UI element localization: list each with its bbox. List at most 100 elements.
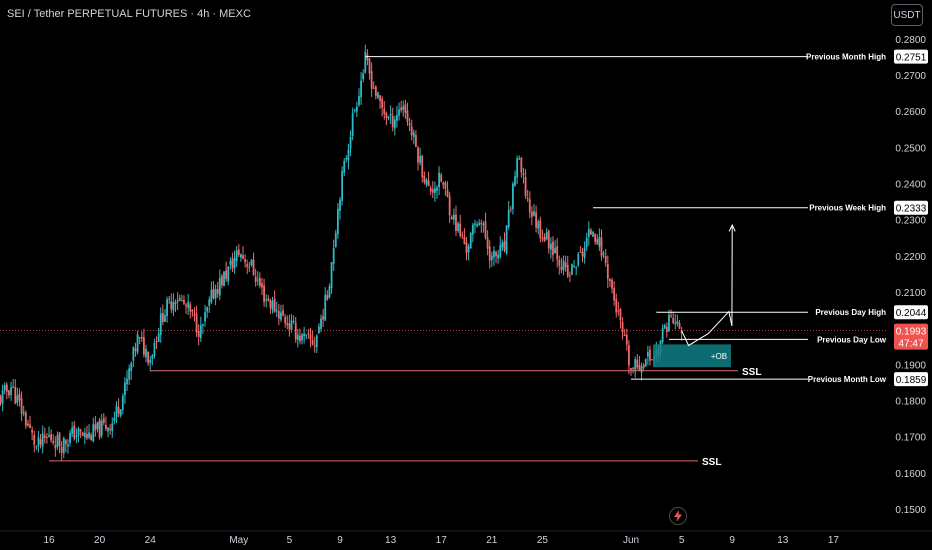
candle-body: [661, 328, 664, 343]
candle-body: [444, 183, 447, 189]
candle-body: [126, 378, 128, 385]
candle-body: [463, 236, 466, 245]
candle-body: [478, 223, 481, 226]
candle-body: [105, 424, 107, 430]
candle-body: [509, 208, 512, 210]
candlestick-series: [0, 44, 683, 462]
candle-body: [393, 119, 396, 129]
candle-body: [208, 299, 211, 306]
candle-body: [166, 299, 168, 316]
lightning-icon[interactable]: [669, 507, 687, 525]
candle-body: [482, 223, 485, 225]
candle-body: [199, 325, 202, 338]
candle-body: [183, 299, 185, 304]
order-block-zone: [653, 344, 731, 368]
time-tick-label: 5: [679, 535, 685, 546]
candle-body: [267, 298, 270, 301]
candle-body: [604, 255, 607, 264]
time-axis[interactable]: 16 20 24 May 5 9 13 17 21 25 Jun 5 9 13 17: [0, 530, 932, 546]
candle-body: [503, 241, 506, 251]
candle-body: [56, 435, 59, 447]
candle-body: [347, 149, 350, 161]
candle-body: [552, 241, 554, 256]
candle-body: [147, 351, 150, 363]
candle-body: [334, 232, 337, 247]
candle-body: [505, 225, 508, 254]
candle-body: [191, 309, 194, 312]
candle-body: [389, 113, 392, 116]
candle-body: [431, 189, 434, 193]
candle-body: [400, 107, 403, 111]
candle-body: [619, 309, 622, 321]
candle-body: [343, 160, 346, 173]
candle-body: [632, 367, 635, 370]
candle-body: [67, 444, 69, 447]
candle-body: [627, 345, 630, 366]
candle-body: [415, 135, 417, 147]
candle-body: [606, 263, 609, 280]
time-tick-label: Jun: [623, 535, 639, 546]
candle-body: [145, 348, 147, 358]
price-tick-label: 0.1500: [895, 505, 926, 516]
candle-body: [634, 359, 637, 371]
candle-body: [231, 258, 234, 269]
candle-body: [284, 316, 287, 324]
price-tick-label: 0.1800: [895, 396, 926, 407]
candle-body: [404, 104, 407, 113]
candle-body: [98, 419, 101, 438]
candle-body: [558, 259, 561, 266]
candle-body: [75, 435, 78, 437]
candle-body: [583, 247, 586, 259]
candle-body: [672, 317, 675, 323]
candle-body: [81, 432, 84, 436]
candle-body: [102, 418, 105, 423]
candle-body: [674, 322, 677, 324]
candle-body: [539, 220, 542, 239]
price-tick-label: 0.2500: [895, 143, 926, 154]
candle-body: [265, 299, 268, 301]
candle-body: [387, 116, 390, 119]
candle-body: [60, 446, 63, 453]
candle-body: [412, 132, 415, 137]
candle-body: [410, 126, 413, 136]
candle-body: [128, 368, 131, 380]
candle-body: [556, 246, 559, 260]
candle-body: [383, 108, 386, 114]
candle-body: [636, 359, 639, 368]
candle-body: [43, 435, 46, 438]
annotations: SSL SSL +OB: [49, 223, 761, 468]
candle-body: [573, 265, 575, 267]
candle-body: [499, 245, 502, 257]
order-block-label: +OB: [711, 352, 727, 361]
candle-body: [440, 174, 443, 182]
currency-button[interactable]: USDT: [891, 4, 923, 26]
candle-body: [592, 231, 594, 237]
candle-body: [48, 434, 50, 437]
candle-body: [299, 335, 301, 342]
candle-body: [545, 232, 548, 240]
candle-body: [360, 80, 362, 98]
candle-body: [96, 421, 99, 429]
candle-body: [484, 221, 487, 238]
candle-body: [522, 173, 525, 175]
candle-body: [396, 114, 398, 121]
candle-body: [355, 106, 358, 112]
candle-body: [493, 250, 495, 258]
candle-body: [14, 387, 17, 404]
candle-body: [225, 270, 228, 279]
candle-body: [474, 223, 476, 225]
candle-body: [1, 390, 4, 404]
price-axis[interactable]: 0.2800 0.2700 0.2600 0.2500 0.2400 0.2300 0.22…: [888, 0, 932, 550]
time-tick-label: 24: [145, 535, 157, 546]
candle-body: [621, 322, 624, 333]
candle-body: [663, 325, 666, 329]
candle-body: [142, 337, 145, 355]
candle-body: [623, 334, 626, 337]
candle-body: [288, 323, 291, 330]
candle-body: [537, 221, 540, 229]
candle-body: [5, 384, 8, 392]
candle-body: [271, 300, 274, 310]
level-name-label: Previous Month High: [806, 53, 886, 62]
candle-body: [480, 222, 483, 225]
